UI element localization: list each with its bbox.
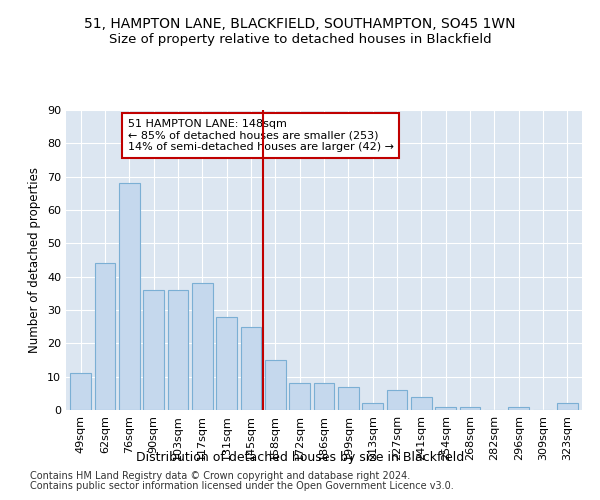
Bar	[386, 390, 407, 410]
Bar	[411, 396, 432, 410]
Text: 51, HAMPTON LANE, BLACKFIELD, SOUTHAMPTON, SO45 1WN: 51, HAMPTON LANE, BLACKFIELD, SOUTHAMPTO…	[84, 18, 516, 32]
Bar	[143, 290, 164, 410]
Text: Contains public sector information licensed under the Open Government Licence v3: Contains public sector information licen…	[30, 481, 454, 491]
Bar	[192, 284, 212, 410]
Bar	[119, 184, 140, 410]
Bar	[362, 404, 383, 410]
Bar	[265, 360, 286, 410]
Bar	[289, 384, 310, 410]
Y-axis label: Number of detached properties: Number of detached properties	[28, 167, 41, 353]
Bar	[557, 404, 578, 410]
Bar	[95, 264, 115, 410]
Text: Distribution of detached houses by size in Blackfield: Distribution of detached houses by size …	[136, 451, 464, 464]
Bar	[314, 384, 334, 410]
Bar	[241, 326, 262, 410]
Bar	[70, 374, 91, 410]
Bar	[167, 290, 188, 410]
Bar	[338, 386, 359, 410]
Text: Contains HM Land Registry data © Crown copyright and database right 2024.: Contains HM Land Registry data © Crown c…	[30, 471, 410, 481]
Bar	[508, 406, 529, 410]
Text: 51 HAMPTON LANE: 148sqm
← 85% of detached houses are smaller (253)
14% of semi-d: 51 HAMPTON LANE: 148sqm ← 85% of detache…	[128, 119, 394, 152]
Text: Size of property relative to detached houses in Blackfield: Size of property relative to detached ho…	[109, 32, 491, 46]
Bar	[216, 316, 237, 410]
Bar	[436, 406, 456, 410]
Bar	[460, 406, 481, 410]
